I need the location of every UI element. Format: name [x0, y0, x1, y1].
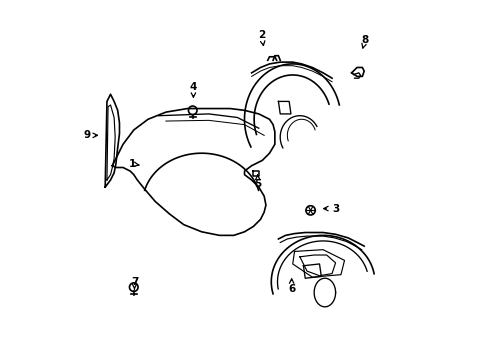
Text: 4: 4 [189, 82, 197, 92]
Text: 6: 6 [287, 284, 295, 294]
Text: 3: 3 [331, 203, 339, 213]
Text: 5: 5 [254, 179, 261, 189]
Text: 2: 2 [258, 30, 264, 40]
Text: 9: 9 [83, 130, 90, 140]
Text: 1: 1 [128, 159, 135, 169]
Text: 7: 7 [130, 277, 138, 287]
Text: 8: 8 [361, 35, 368, 45]
